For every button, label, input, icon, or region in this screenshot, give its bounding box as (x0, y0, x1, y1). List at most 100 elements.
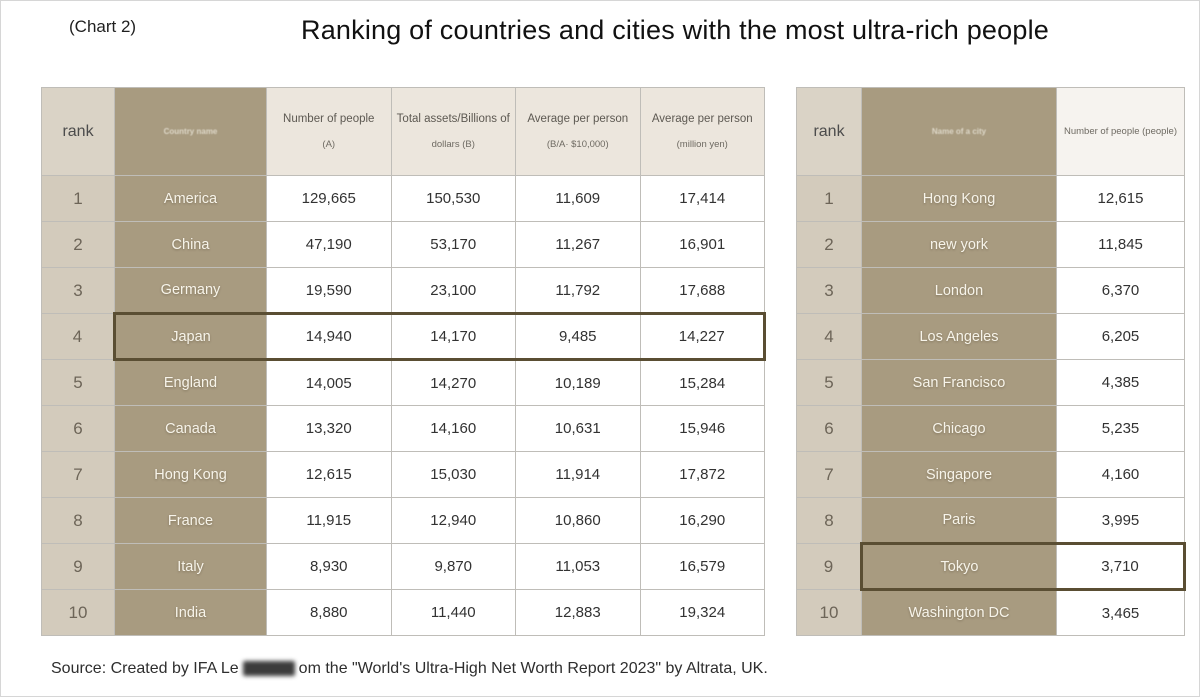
country-average-yen-cell: 16,290 (639, 497, 765, 544)
country-rank-cell: 1 (41, 175, 115, 222)
country-people-cell: 8,930 (266, 543, 392, 590)
city-row: 1 Hong Kong 12,615 (796, 175, 1185, 222)
city-row: 9 Tokyo 3,710 (796, 542, 1186, 591)
country-rank-cell: 7 (41, 451, 115, 498)
page-header: (Chart 2) Ranking of countries and citie… (1, 1, 1199, 53)
cities-rank-header: rank (796, 87, 862, 176)
total-assets-header: Total assets/Billions of dollars (B) (390, 87, 516, 176)
country-row: 1 America 129,665 150,530 11,609 17,414 (41, 175, 765, 222)
country-assets-cell: 15,030 (390, 451, 516, 498)
countries-header-row: rank Country name Number of people (A) T… (41, 87, 765, 176)
city-name-cell: London (861, 267, 1057, 314)
city-rank-cell: 1 (796, 175, 862, 222)
country-assets-cell: 14,170 (390, 312, 516, 361)
country-name-cell: England (114, 359, 267, 406)
city-row: 6 Chicago 5,235 (796, 405, 1185, 452)
city-people-cell: 5,235 (1056, 405, 1185, 452)
country-row: 9 Italy 8,930 9,870 11,053 16,579 (41, 543, 765, 590)
country-average-usd-cell: 9,485 (515, 312, 641, 361)
city-row: 3 London 6,370 (796, 267, 1185, 314)
city-rank-cell: 3 (796, 267, 862, 314)
country-row: 2 China 47,190 53,170 11,267 16,901 (41, 221, 765, 268)
country-people-cell: 11,915 (266, 497, 392, 544)
country-people-cell: 19,590 (266, 267, 392, 314)
country-name-cell: Hong Kong (114, 451, 267, 498)
city-people-cell: 6,205 (1056, 313, 1185, 360)
country-rank-cell: 9 (41, 543, 115, 590)
city-row: 8 Paris 3,995 (796, 497, 1185, 544)
country-assets-cell: 12,940 (390, 497, 516, 544)
country-row: 5 England 14,005 14,270 10,189 15,284 (41, 359, 765, 406)
city-rank-cell: 9 (796, 543, 862, 590)
country-name-cell: France (114, 497, 267, 544)
city-name-cell: Singapore (861, 451, 1057, 498)
tables-container: rank Country name Number of people (A) T… (41, 87, 1199, 636)
country-assets-cell: 14,270 (390, 359, 516, 406)
country-assets-cell: 14,160 (390, 405, 516, 452)
average-per-person-usd-header: Average per person (B/A· $10,000) (515, 87, 641, 176)
country-people-cell: 14,005 (266, 359, 392, 406)
country-row: 7 Hong Kong 12,615 15,030 11,914 17,872 (41, 451, 765, 498)
country-people-cell: 13,320 (266, 405, 392, 452)
country-row: 10 India 8,880 11,440 12,883 19,324 (41, 589, 765, 636)
city-people-cell: 11,845 (1056, 221, 1185, 268)
city-row: 10 Washington DC 3,465 (796, 589, 1185, 636)
country-rank-cell: 4 (41, 313, 115, 360)
countries-table-head: rank Country name Number of people (A) T… (41, 87, 765, 176)
countries-rank-header: rank (41, 87, 115, 176)
country-average-yen-cell: 16,579 (639, 543, 765, 590)
city-rank-cell: 7 (796, 451, 862, 498)
average-per-person-yen-header: Average per person (million yen) (639, 87, 765, 176)
country-assets-cell: 150,530 (390, 175, 516, 222)
cities-table-body: 1 Hong Kong 12,615 2 new york 11,845 3 L… (796, 175, 1186, 636)
country-average-yen-cell: 15,284 (639, 359, 765, 406)
city-people-cell: 3,995 (1056, 497, 1185, 544)
country-rank-cell: 2 (41, 221, 115, 268)
country-average-usd-cell: 12,883 (515, 589, 641, 636)
country-assets-cell: 9,870 (390, 543, 516, 590)
country-rank-cell: 8 (41, 497, 115, 544)
country-average-usd-cell: 10,631 (515, 405, 641, 452)
country-name-cell: India (114, 589, 267, 636)
city-name-cell: San Francisco (861, 359, 1057, 406)
country-average-yen-cell: 17,414 (639, 175, 765, 222)
country-average-usd-cell: 11,914 (515, 451, 641, 498)
country-average-yen-cell: 14,227 (639, 312, 766, 361)
total-assets-header-line1: Total assets/Billions of (396, 113, 510, 126)
country-row: 6 Canada 13,320 14,160 10,631 15,946 (41, 405, 765, 452)
country-row: 4 Japan 14,940 14,170 9,485 14,227 (41, 312, 766, 361)
country-average-yen-cell: 17,872 (639, 451, 765, 498)
country-people-cell: 14,940 (266, 312, 392, 361)
country-row: 8 France 11,915 12,940 10,860 16,290 (41, 497, 765, 544)
country-average-yen-cell: 15,946 (639, 405, 765, 452)
city-rank-cell: 4 (796, 313, 862, 360)
countries-name-header-label: Country name (163, 126, 218, 136)
country-name-cell: Japan (113, 312, 267, 361)
redaction-smudge (242, 661, 295, 677)
country-name-cell: Canada (114, 405, 267, 452)
chart-label: (Chart 2) (69, 17, 137, 36)
number-of-people-header: Number of people (A) (266, 87, 392, 176)
country-average-usd-cell: 11,267 (515, 221, 641, 268)
cities-table: rank Name of a city Number of people (pe… (796, 87, 1186, 636)
city-rank-cell: 8 (796, 497, 862, 544)
city-rank-cell: 2 (796, 221, 862, 268)
country-row: 3 Germany 19,590 23,100 11,792 17,688 (41, 267, 765, 314)
country-average-yen-cell: 16,901 (639, 221, 765, 268)
country-average-usd-cell: 10,189 (515, 359, 641, 406)
city-name-header-label: Name of a city (931, 126, 987, 136)
country-rank-cell: 10 (41, 589, 115, 636)
country-average-usd-cell: 11,609 (515, 175, 641, 222)
country-name-cell: Italy (114, 543, 267, 590)
country-rank-cell: 5 (41, 359, 115, 406)
country-people-cell: 8,880 (266, 589, 392, 636)
country-rank-cell: 3 (41, 267, 115, 314)
cities-header-row: rank Name of a city Number of people (pe… (796, 87, 1185, 176)
city-name-cell: new york (861, 221, 1057, 268)
country-assets-cell: 53,170 (390, 221, 516, 268)
city-name-cell: Chicago (861, 405, 1057, 452)
city-row: 7 Singapore 4,160 (796, 451, 1185, 498)
total-assets-header-line2: dollars (B) (431, 138, 475, 150)
city-name-cell: Washington DC (861, 589, 1057, 636)
source-note: Source: Created by IFA Le om the "World's… (51, 660, 1199, 678)
